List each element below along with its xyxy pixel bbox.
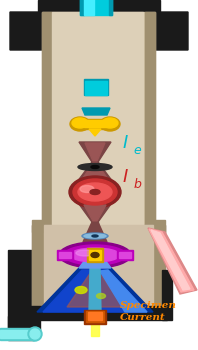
Text: $b$: $b$ (133, 177, 142, 191)
Bar (80, 0, 112, 15)
Bar (38, 0, 160, 12)
Polygon shape (85, 143, 105, 161)
Bar (84, 310, 106, 324)
Ellipse shape (102, 118, 118, 128)
Ellipse shape (64, 245, 126, 265)
Bar (8, 316, 40, 330)
Polygon shape (84, 205, 106, 221)
Bar (155, 220, 165, 232)
Ellipse shape (90, 189, 100, 195)
Ellipse shape (91, 166, 99, 168)
Ellipse shape (76, 250, 94, 256)
Polygon shape (77, 162, 113, 182)
Polygon shape (81, 163, 109, 181)
Polygon shape (37, 268, 153, 312)
Bar (88, 312, 102, 320)
Polygon shape (79, 204, 111, 222)
Polygon shape (79, 142, 111, 162)
Ellipse shape (73, 179, 117, 205)
Bar (30, 306, 167, 320)
Polygon shape (151, 230, 190, 290)
Polygon shape (82, 108, 110, 115)
Bar (85, 81, 107, 95)
Text: $I$: $I$ (122, 134, 129, 152)
Ellipse shape (59, 242, 131, 268)
Bar (84, 120, 106, 127)
Bar (145, 12, 155, 225)
Ellipse shape (80, 186, 94, 192)
Ellipse shape (78, 163, 112, 170)
Polygon shape (148, 228, 197, 294)
Ellipse shape (91, 252, 99, 258)
Ellipse shape (84, 234, 106, 238)
Bar (84, 79, 108, 95)
Bar (0, 330, 35, 338)
Bar (44, 225, 153, 310)
Ellipse shape (82, 233, 108, 239)
Bar (42, 12, 155, 225)
Bar (32, 225, 165, 310)
Ellipse shape (30, 329, 40, 339)
Ellipse shape (69, 176, 121, 208)
Polygon shape (67, 269, 123, 307)
Bar (92, 162, 98, 172)
Bar (80, 0, 84, 15)
Bar (32, 220, 42, 232)
Polygon shape (83, 222, 107, 242)
Bar (57, 250, 73, 260)
Bar (109, 0, 112, 15)
Polygon shape (89, 129, 101, 136)
Bar (84, 0, 94, 15)
Text: Specimen: Specimen (120, 301, 177, 310)
Polygon shape (10, 12, 55, 50)
Ellipse shape (72, 118, 88, 128)
Polygon shape (143, 12, 188, 50)
Bar (8, 250, 34, 340)
Ellipse shape (70, 117, 90, 131)
Polygon shape (100, 270, 147, 312)
Polygon shape (79, 260, 111, 268)
Bar (0, 328, 35, 340)
Ellipse shape (75, 287, 87, 294)
Bar (42, 12, 52, 225)
Bar (82, 119, 108, 129)
Bar (59, 252, 71, 258)
Text: $e$: $e$ (133, 144, 142, 157)
Ellipse shape (78, 183, 112, 201)
Polygon shape (149, 229, 194, 292)
Bar (162, 270, 172, 320)
Bar (91, 318, 99, 336)
Text: Current: Current (120, 313, 166, 322)
Bar (89, 250, 101, 260)
Bar (52, 12, 143, 225)
Bar (117, 250, 133, 260)
Bar (92, 222, 98, 232)
Ellipse shape (70, 248, 120, 262)
Text: $I$: $I$ (122, 168, 129, 186)
Bar (119, 252, 131, 258)
Polygon shape (60, 268, 130, 308)
Ellipse shape (100, 117, 120, 131)
Polygon shape (89, 268, 101, 312)
Bar (153, 225, 165, 310)
Bar (32, 225, 44, 310)
Polygon shape (43, 270, 147, 312)
Ellipse shape (96, 294, 106, 299)
Bar (86, 311, 104, 322)
Ellipse shape (28, 327, 42, 341)
Ellipse shape (92, 235, 98, 237)
Bar (87, 248, 103, 262)
